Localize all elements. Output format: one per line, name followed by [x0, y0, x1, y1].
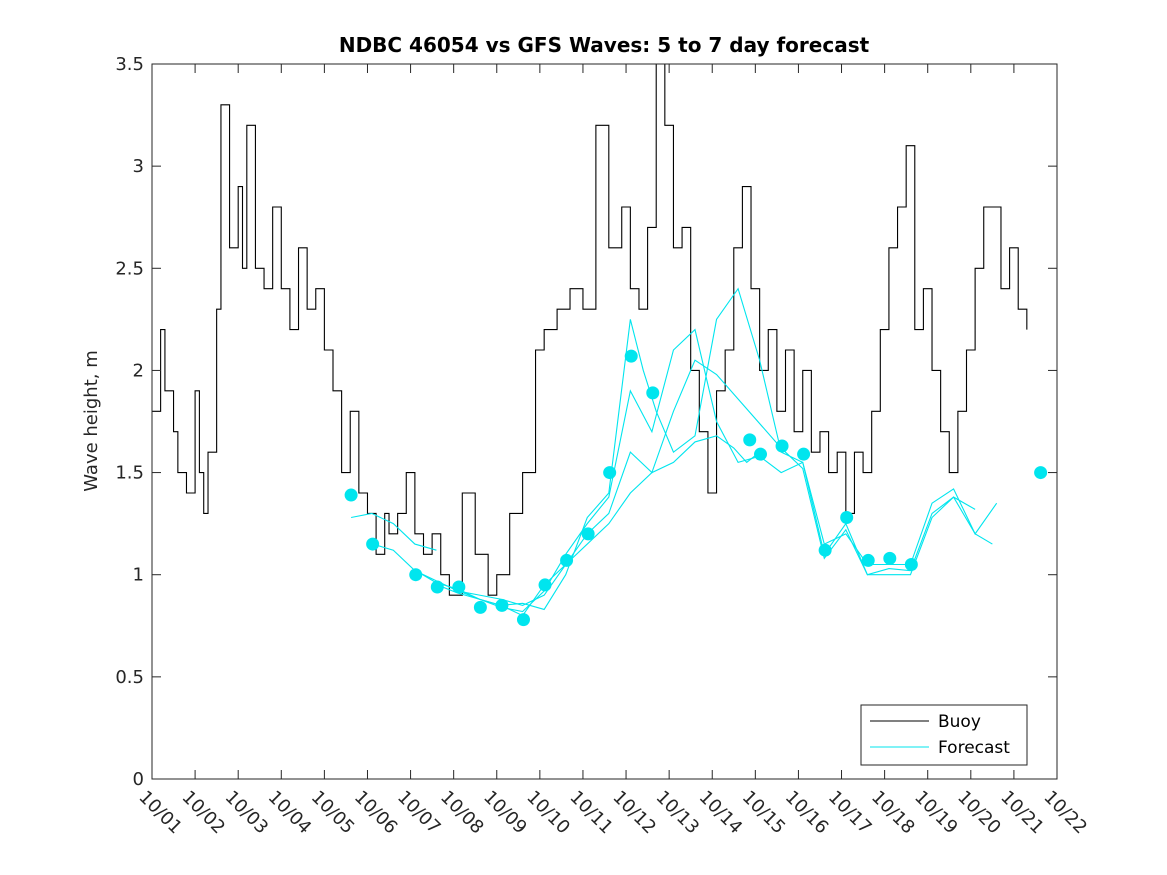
- forecast-point: [797, 447, 811, 461]
- forecast-point: [883, 551, 897, 565]
- y-tick-label: 1: [133, 565, 144, 586]
- x-tick-label: 10/05: [307, 787, 359, 839]
- x-tick-label: 10/09: [479, 787, 531, 839]
- x-tick-label: 10/20: [953, 787, 1005, 839]
- forecast-line: [415, 287, 998, 611]
- forecast-point: [775, 439, 789, 453]
- x-tick-label: 10/17: [824, 787, 876, 839]
- y-axis: 0 0.5 1 1.5 2 2.5 3 3.5: [115, 54, 1057, 790]
- forecast-point: [840, 511, 854, 525]
- forecast-point: [646, 386, 660, 400]
- buoy-series: [152, 63, 1028, 596]
- forecast-point: [560, 553, 574, 567]
- forecast-point: [603, 466, 617, 480]
- x-tick-label: 10/03: [221, 787, 273, 839]
- forecast-line: [350, 512, 437, 551]
- y-tick-label: 3.5: [115, 54, 144, 75]
- forecast-line: [437, 328, 976, 613]
- x-tick-label: 10/10: [522, 787, 574, 839]
- forecast-point: [743, 433, 757, 447]
- forecast-point: [818, 543, 832, 557]
- forecast-point: [904, 558, 918, 571]
- x-tick-label: 10/13: [652, 787, 704, 839]
- forecast-point: [366, 537, 380, 551]
- x-tick-label: 10/19: [910, 787, 962, 839]
- x-tick-label: 10/15: [738, 787, 790, 839]
- x-tick-label: 10/07: [393, 787, 445, 839]
- forecast-point: [344, 488, 358, 502]
- forecast-point: [861, 553, 875, 567]
- x-tick-label: 10/08: [436, 787, 488, 839]
- y-tick-label: 3: [133, 156, 144, 177]
- y-tick-label: 0: [133, 769, 144, 790]
- forecast-point: [516, 613, 530, 627]
- y-tick-label: 1.5: [115, 463, 144, 484]
- legend-buoy-label: Buoy: [938, 712, 981, 732]
- x-tick-label: 10/14: [695, 787, 747, 839]
- buoy-line: [152, 63, 1028, 596]
- forecast-point: [495, 598, 509, 612]
- forecast-point: [452, 580, 466, 594]
- y-tick-label: 2.5: [115, 258, 144, 279]
- x-tick-label: 10/04: [264, 787, 316, 839]
- forecast-series: [344, 287, 1048, 627]
- legend: Buoy Forecast: [860, 704, 1028, 766]
- chart-title: NDBC 46054 vs GFS Waves: 5 to 7 day fore…: [339, 33, 870, 57]
- x-tick-label: 10/21: [996, 787, 1048, 839]
- x-tick-label: 10/11: [565, 787, 617, 839]
- plot-frame: [151, 63, 1058, 780]
- forecast-point: [624, 349, 638, 363]
- y-tick-label: 2: [133, 360, 144, 381]
- forecast-point: [1034, 466, 1048, 480]
- x-tick-label: 10/01: [134, 787, 186, 839]
- forecast-point: [754, 447, 768, 461]
- y-tick-label: 0.5: [115, 667, 144, 688]
- forecast-point: [473, 600, 487, 614]
- x-tick-label: 10/06: [350, 787, 402, 839]
- plot-background: [152, 64, 1057, 779]
- legend-box: [860, 704, 1028, 766]
- x-tick-label: 10/02: [178, 787, 230, 839]
- forecast-point: [538, 578, 552, 592]
- x-tick-label: 10/22: [1039, 787, 1091, 839]
- forecast-point: [409, 568, 423, 582]
- forecast-point: [430, 580, 444, 594]
- x-tick-label: 10/12: [609, 787, 661, 839]
- forecast-point: [581, 527, 595, 541]
- legend-forecast-label: Forecast: [938, 738, 1010, 758]
- y-axis-label: Wave height, m: [81, 350, 102, 491]
- x-tick-label: 10/16: [781, 787, 833, 839]
- x-tick-label: 10/18: [867, 787, 919, 839]
